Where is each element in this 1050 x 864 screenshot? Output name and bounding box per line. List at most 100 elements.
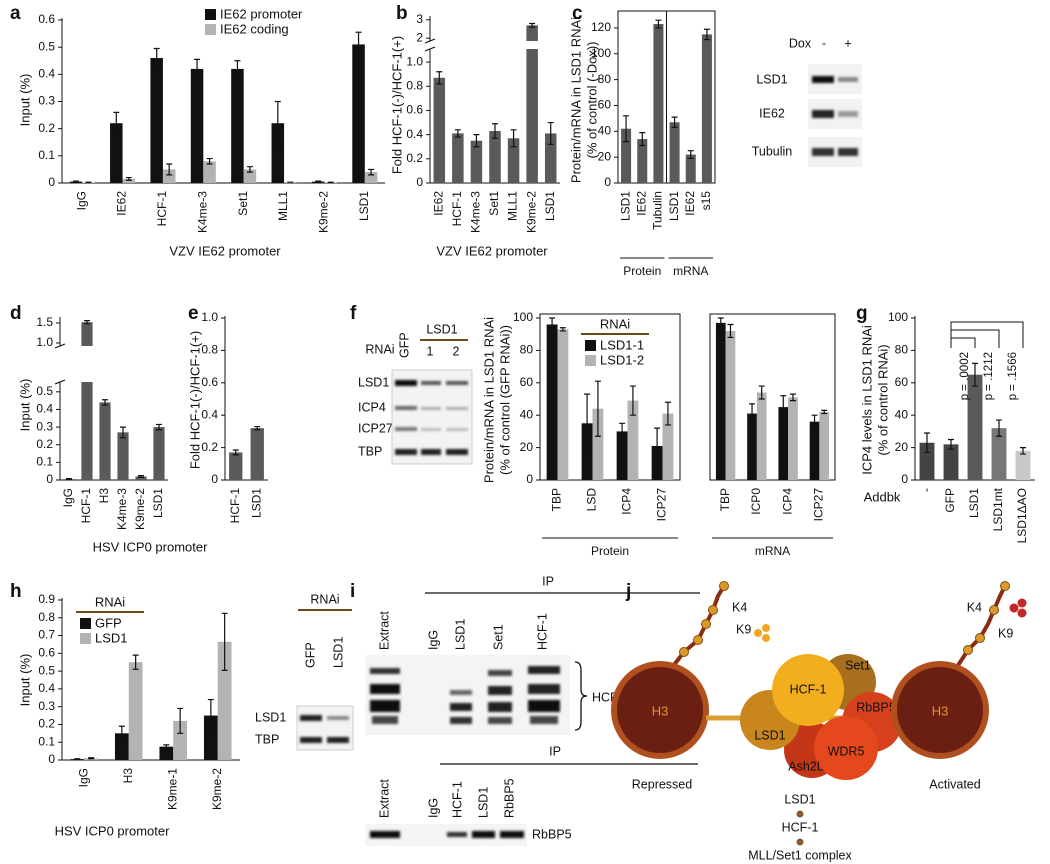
y-tick-label: 0.4 <box>38 67 55 81</box>
p-value: p = .1566 <box>1007 352 1019 400</box>
blot-row: ICP4 <box>358 400 386 414</box>
bar <box>819 411 830 480</box>
error-bar <box>584 393 591 454</box>
blot-lane: Extract <box>377 611 391 650</box>
x-tick-label: HCF-1 <box>155 191 169 227</box>
y-tick-label: 0.4 <box>406 127 423 141</box>
y-axis-label: Protein/mRNA in LSD1 RNAi <box>481 317 496 483</box>
blot-lane: IgG <box>426 798 440 818</box>
bar <box>162 169 176 183</box>
error-bar <box>492 123 498 139</box>
bar <box>229 452 243 480</box>
x-tick-label: s15 <box>699 191 713 211</box>
x-tick-label: IgG <box>61 488 75 507</box>
x-tick-label: HCF-1 <box>450 191 464 227</box>
band <box>450 703 472 711</box>
legend-swatch <box>585 355 596 366</box>
bar <box>271 123 285 183</box>
error-bar <box>623 115 630 143</box>
band <box>530 716 558 724</box>
key-label: MLL/Set1 complex <box>748 848 852 862</box>
blot-row: IE62 <box>759 106 785 120</box>
band <box>446 407 468 410</box>
site-label: K9 <box>736 622 751 636</box>
bar <box>809 421 820 480</box>
x-tick-label: ICP4 <box>780 488 794 515</box>
y-tick-label: 0 <box>211 472 218 486</box>
y-tick-label: 0.6 <box>38 12 55 26</box>
methyl <box>1017 598 1027 608</box>
site-label: K4 <box>967 600 982 614</box>
error-bar <box>74 758 81 761</box>
error-bar <box>996 419 1002 437</box>
x-tick-label: MLL1 <box>276 191 290 221</box>
state-label: Activated <box>929 777 980 791</box>
bar <box>99 402 111 480</box>
panel-letters: a b c d e f g h i j <box>10 3 868 602</box>
y-tick-label: 0.1 <box>36 455 53 469</box>
x-tick-label: ICP27 <box>655 488 669 522</box>
blot-lane: LSD1 <box>426 322 457 336</box>
bar <box>470 140 483 183</box>
site-label: K4 <box>732 600 747 614</box>
error-bar <box>639 132 646 147</box>
x-tick-label: K9me-2 <box>210 768 224 810</box>
error-bar <box>254 425 261 431</box>
y-tick-label: 0 <box>416 175 423 189</box>
bar <box>433 77 446 183</box>
x-tick-label: HCF-1 <box>79 488 93 524</box>
blot-lane: HCF-1 <box>535 613 549 650</box>
error-bar <box>1020 447 1026 455</box>
error-bar <box>619 422 626 441</box>
subunit-label: Set1 <box>845 658 871 672</box>
error-bar <box>132 654 139 670</box>
subunit-label: LSD1 <box>754 728 785 742</box>
significance-bracket <box>950 321 1024 348</box>
band <box>370 700 400 712</box>
error-bar <box>72 180 79 183</box>
band <box>500 831 524 838</box>
blot-lane: LSD1 <box>453 619 467 650</box>
blot-lane: GFP <box>303 642 317 668</box>
y-tick-label: 0.7 <box>38 628 55 642</box>
bar <box>122 178 136 183</box>
y-tick-label: 80 <box>598 72 612 86</box>
panel-letter: c <box>572 3 583 24</box>
band <box>488 717 512 724</box>
y-axis-label: Input (%) <box>17 654 32 707</box>
band <box>300 715 322 721</box>
legend-label: IE62 coding <box>220 21 289 36</box>
y-tick-label: 60 <box>598 98 612 112</box>
residue <box>701 619 711 629</box>
band <box>395 380 417 386</box>
y-tick-label: 0 <box>526 472 533 486</box>
y-tick-label: 0.5 <box>38 663 55 677</box>
blot-target: RbBP5 <box>532 827 572 841</box>
x-tick-label: TBP <box>718 488 732 511</box>
band <box>421 449 441 455</box>
y-tick-label: 0.2 <box>38 121 55 135</box>
subunit-label: HCF-1 <box>790 682 827 696</box>
y-axis-label: Input (%) <box>17 379 32 432</box>
x-tick-label: K9me-2 <box>317 191 331 233</box>
x-tick-label: LSD1 <box>151 488 165 518</box>
residue <box>963 645 973 655</box>
blot-lane: + <box>844 36 851 50</box>
band <box>812 110 834 118</box>
bar <box>364 172 378 183</box>
band <box>488 702 512 712</box>
y-tick-label: 0.2 <box>406 151 423 165</box>
blot-row: LSD1 <box>358 375 389 389</box>
group-label: mRNA <box>673 264 708 278</box>
error-bar <box>156 423 162 431</box>
x-tick-label: K4me-3 <box>115 488 129 530</box>
error-bar <box>594 380 601 437</box>
x-axis-label: VZV IE62 promoter <box>436 243 548 258</box>
blot-header: Dox <box>789 36 812 50</box>
y-tick-label: 20 <box>520 440 534 454</box>
bar <box>150 58 163 183</box>
error-bar <box>758 385 765 400</box>
x-tick-label: LSD1 <box>967 488 981 518</box>
methyl <box>754 629 762 637</box>
error-bar <box>547 121 554 145</box>
